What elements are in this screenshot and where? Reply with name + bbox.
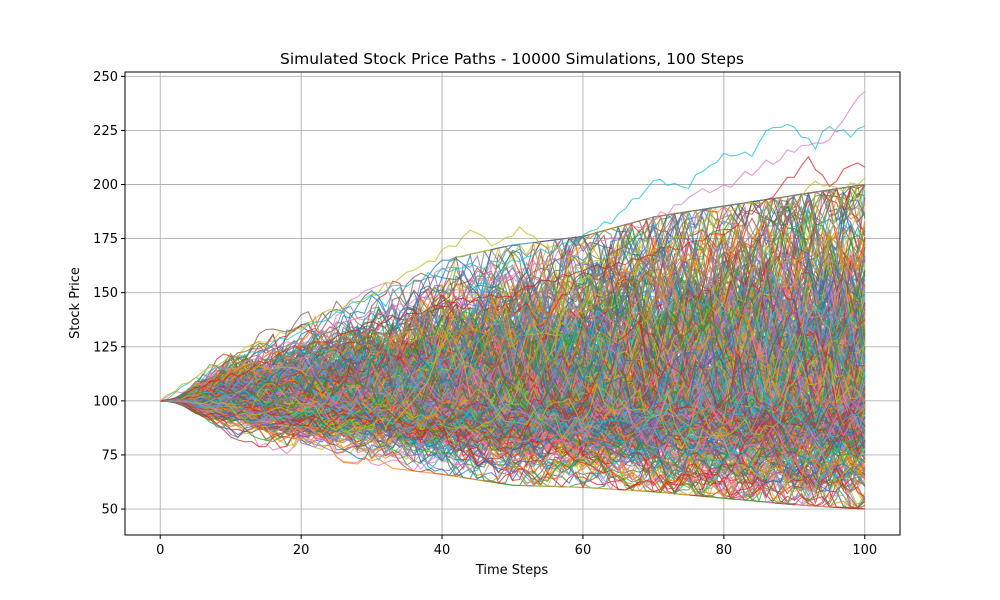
y-axis-label: Stock Price xyxy=(68,267,83,339)
simulation-path xyxy=(160,400,866,501)
simulation-path xyxy=(160,183,865,404)
simulation-path xyxy=(160,224,866,427)
simulation-path xyxy=(160,230,866,409)
simulation-path xyxy=(160,333,866,494)
y-tick-label: 50 xyxy=(101,503,118,518)
y-tick-label: 100 xyxy=(93,394,118,409)
extreme-simulation-path xyxy=(160,123,865,402)
simulation-path xyxy=(160,384,866,505)
simulation-path xyxy=(160,380,866,480)
simulation-path xyxy=(160,319,866,452)
simulation-path xyxy=(160,295,866,424)
simulation-path xyxy=(160,219,866,402)
y-tick-label: 200 xyxy=(93,178,118,193)
simulation-path xyxy=(160,380,866,487)
x-tick-label: 40 xyxy=(434,543,451,558)
axes-frame xyxy=(124,71,901,536)
simulation-path xyxy=(160,340,865,430)
simulation-path xyxy=(160,354,866,459)
simulation-path xyxy=(160,271,866,443)
simulation-path xyxy=(160,221,866,407)
simulation-path xyxy=(160,395,866,475)
extreme-simulation-path xyxy=(160,155,866,402)
simulation-path xyxy=(160,300,866,418)
x-tick-label: 80 xyxy=(716,543,733,558)
simulation-path xyxy=(160,400,865,510)
y-tick-label: 150 xyxy=(93,286,118,301)
simulation-path xyxy=(160,326,866,450)
extreme-simulation-path xyxy=(159,91,866,402)
x-tick-label: 60 xyxy=(575,543,592,558)
simulation-path xyxy=(160,303,865,423)
simulation-path xyxy=(160,184,866,406)
simulation-path xyxy=(160,351,866,461)
simulation-path xyxy=(160,344,866,445)
y-tick-label: 175 xyxy=(93,232,118,247)
y-tick-label: 225 xyxy=(93,124,118,139)
x-tick-label: 0 xyxy=(156,543,164,558)
x-tick-label: 20 xyxy=(293,543,310,558)
ticks-layer: 0 20 40 60 80 100 50 75 100 125 150 175 200 225 250 xyxy=(93,70,877,558)
x-tick-label: 100 xyxy=(852,543,877,558)
y-tick-label: 250 xyxy=(93,70,118,85)
simulation-path xyxy=(160,189,866,402)
simulation-path xyxy=(160,369,866,443)
y-tick-label: 75 xyxy=(101,448,118,463)
simulation-path xyxy=(160,244,866,402)
simulation-path xyxy=(160,277,866,420)
simulation-path xyxy=(160,303,866,441)
x-axis-label: Time Steps xyxy=(475,563,549,578)
chart-title: Simulated Stock Price Paths - 10000 Simu… xyxy=(280,50,744,68)
simulation-path xyxy=(160,298,866,454)
extreme-simulation-path xyxy=(159,177,866,402)
simulation-path xyxy=(160,400,865,510)
paths-layer xyxy=(159,91,866,510)
y-tick-label: 125 xyxy=(93,340,118,355)
simulation-path xyxy=(160,330,866,451)
simulation-path xyxy=(160,290,866,419)
